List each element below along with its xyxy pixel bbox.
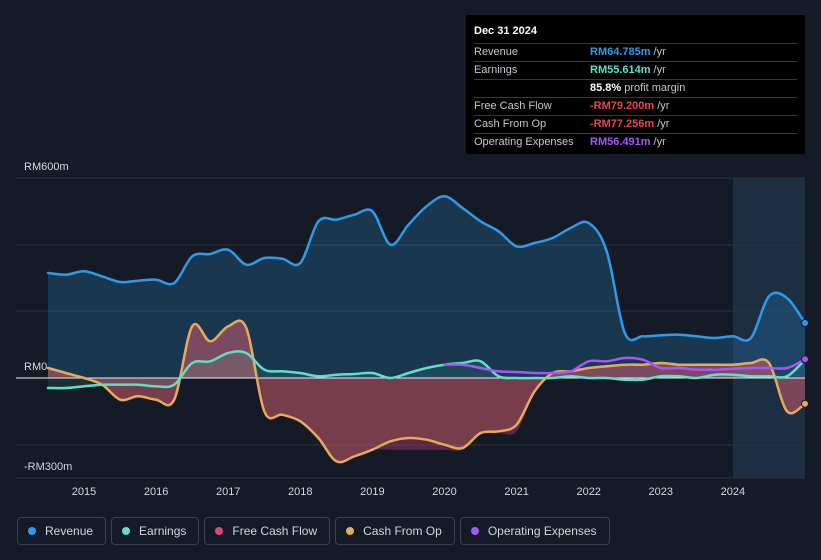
legend-dot-icon [346, 527, 355, 535]
tooltip-unit: /yr [653, 46, 666, 58]
cash-from-op-end-marker [801, 399, 809, 408]
x-axis: 2015 2016 2017 2018 2019 2020 2021 2022 2023 2024 [72, 486, 745, 498]
tooltip-panel: Dec 31 2024 Revenue RM64.785m /yr Earnin… [466, 15, 805, 154]
x-tick-label: 2019 [360, 486, 384, 498]
tooltip-row-earnings: Earnings RM55.614m /yr [474, 62, 797, 80]
legend-label: Earnings [139, 524, 187, 538]
series-areas [48, 196, 805, 463]
x-tick-label: 2020 [432, 486, 456, 498]
legend-label: Free Cash Flow [232, 524, 318, 538]
end-markers [801, 319, 809, 408]
legend-label: Operating Expenses [487, 524, 597, 538]
legend-item-free-cash-flow[interactable]: Free Cash Flow [204, 517, 331, 545]
legend-item-operating-expenses[interactable]: Operating Expenses [459, 517, 610, 545]
y-label-zero: RM0 [24, 361, 47, 373]
legend-dot-icon [122, 527, 131, 535]
tooltip-row-revenue: Revenue RM64.785m /yr [474, 44, 797, 62]
tooltip-unit: /yr [657, 118, 670, 130]
legend-item-earnings[interactable]: Earnings [111, 517, 200, 545]
tooltip-date: Dec 31 2024 [474, 23, 797, 44]
tooltip-value: RM64.785m [590, 46, 651, 58]
free-cash-flow-area [48, 320, 805, 463]
x-tick-label: 2022 [576, 486, 600, 498]
legend-dot-icon [215, 527, 224, 535]
x-tick-label: 2017 [216, 486, 240, 498]
y-label-bottom: -RM300m [24, 461, 72, 473]
tooltip-row-operating-expenses: Operating Expenses RM56.491m /yr [474, 134, 797, 151]
x-tick-label: 2018 [288, 486, 312, 498]
tooltip-label: Free Cash Flow [474, 100, 552, 112]
tooltip-unit: /yr [657, 100, 670, 112]
grid [16, 177, 805, 479]
y-label-top: RM600m [24, 161, 69, 173]
y-axis: RM600m RM0 -RM300m [24, 161, 72, 473]
tooltip-row-free-cash-flow: Free Cash Flow -RM79.200m /yr [474, 98, 797, 116]
tooltip-label: Operating Expenses [474, 136, 574, 148]
x-tick-label: 2016 [144, 486, 168, 498]
tooltip-label: Revenue [474, 46, 519, 58]
x-tick-label: 2021 [504, 486, 528, 498]
revenue-area [48, 196, 805, 378]
tooltip-value: RM56.491m [590, 136, 651, 148]
earnings-line [46, 350, 807, 390]
tooltip-unit: profit margin [624, 82, 686, 94]
cash-from-op-line [46, 319, 807, 464]
tooltip-label: Earnings [474, 64, 518, 76]
tooltip-unit: /yr [653, 136, 666, 148]
operating-expenses-end-marker [801, 355, 809, 364]
tooltip-value: 85.8% [590, 82, 622, 94]
series-lines [46, 195, 807, 464]
x-tick-label: 2023 [649, 486, 673, 498]
tooltip-label: Cash From Op [474, 118, 547, 130]
revenue-end-marker [801, 319, 809, 327]
tooltip-row-cash-from-op: Cash From Op -RM77.256m /yr [474, 116, 797, 134]
legend-label: Cash From Op [363, 524, 442, 538]
cash-from-op-area [48, 320, 805, 463]
legend-dot-icon [470, 527, 479, 535]
forecast-highlight [733, 178, 805, 478]
tooltip-value: RM55.614m [590, 64, 651, 76]
x-tick-label: 2024 [721, 486, 745, 498]
revenue-line [46, 195, 807, 342]
tooltip-label [474, 80, 590, 97]
tooltip-value: -RM77.256m [590, 118, 655, 130]
legend-item-revenue[interactable]: Revenue [17, 517, 107, 545]
tooltip-row-profit-margin: 85.8% profit margin [474, 80, 797, 98]
tooltip-value: -RM79.200m [590, 100, 655, 112]
legend: Revenue Earnings Free Cash Flow Cash Fro… [17, 517, 610, 545]
legend-label: Revenue [45, 524, 94, 538]
operating-expenses-line [443, 356, 807, 375]
earnings-area [48, 351, 805, 389]
legend-item-cash-from-op[interactable]: Cash From Op [335, 517, 455, 545]
x-tick-label: 2015 [72, 486, 96, 498]
legend-dot-icon [28, 527, 36, 535]
tooltip-unit: /yr [653, 64, 666, 76]
